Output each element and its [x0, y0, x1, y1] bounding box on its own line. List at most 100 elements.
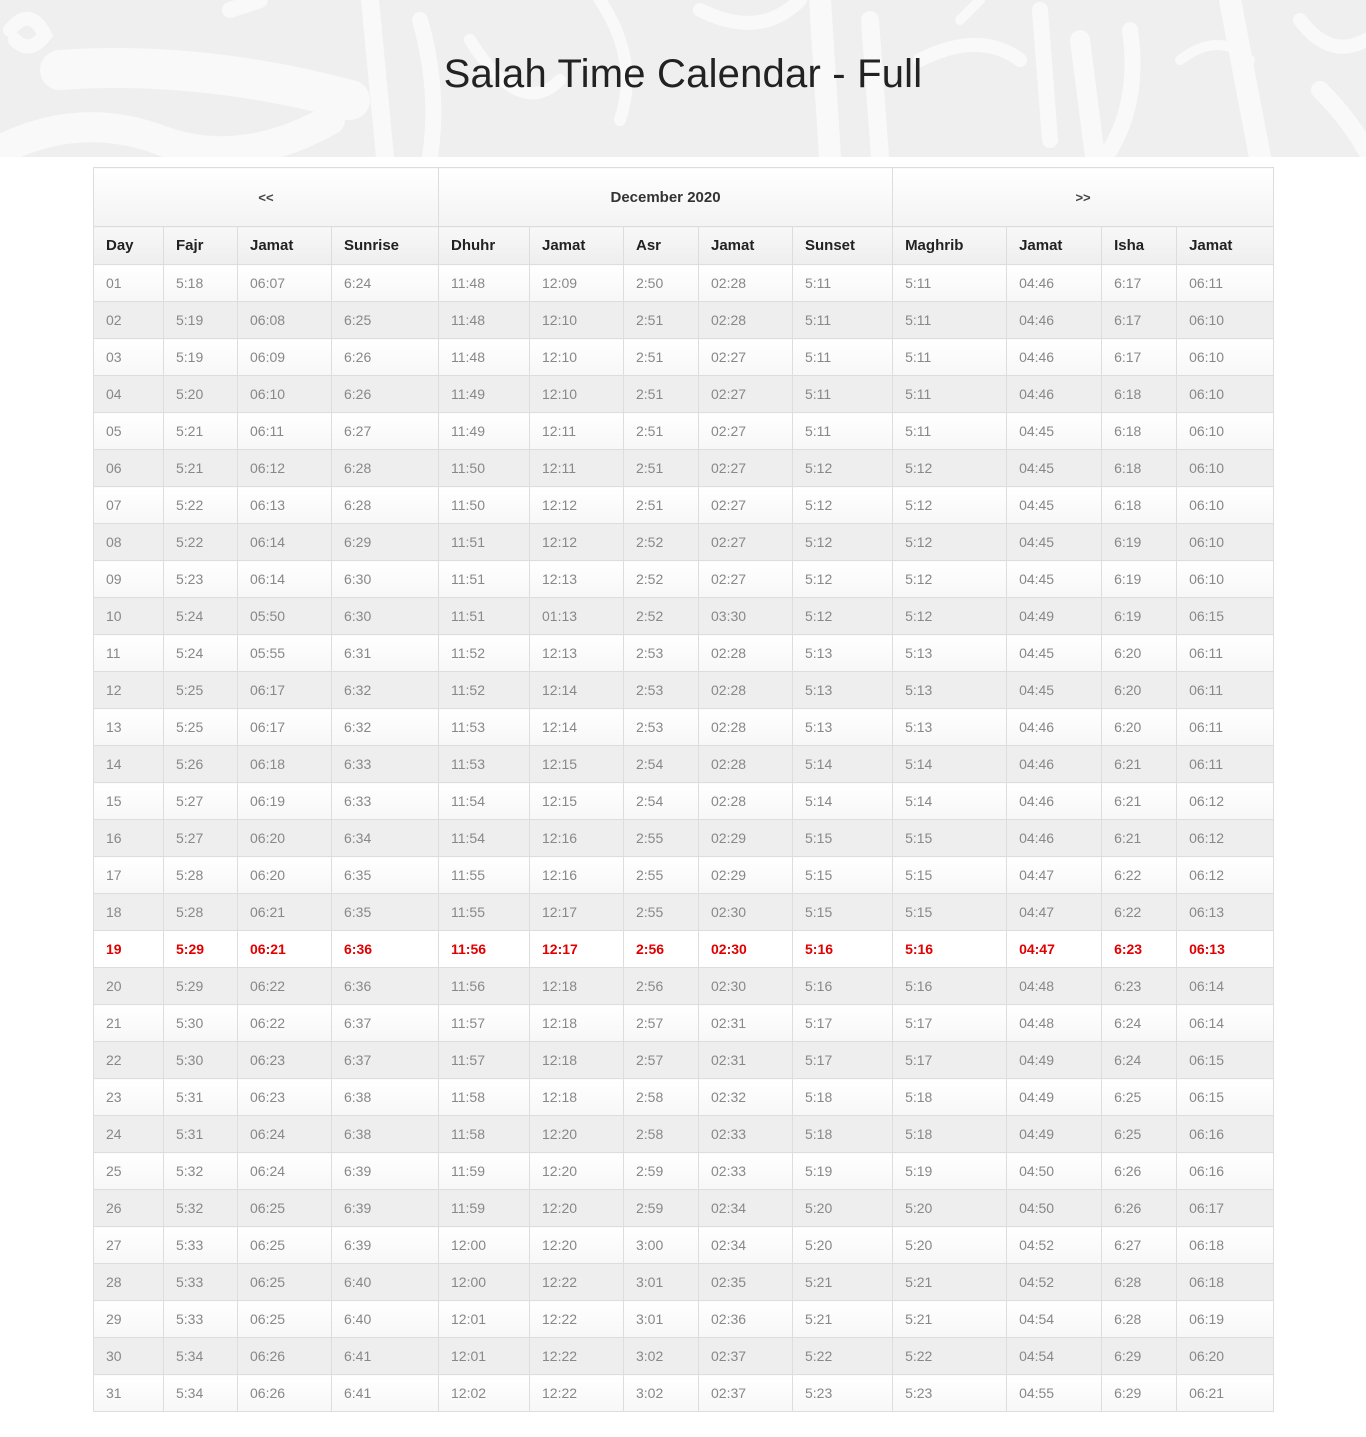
- cell-fajr: 5:19: [163, 301, 238, 339]
- cell-dhuhr-jamat: 12:12: [529, 523, 624, 561]
- cell-maghrib-jamat: 04:46: [1006, 301, 1103, 339]
- cell-maghrib-jamat: 04:55: [1006, 1374, 1103, 1412]
- cell-asr: 2:56: [623, 967, 699, 1005]
- cell-fajr-jamat: 06:23: [237, 1041, 332, 1079]
- cell-maghrib: 5:14: [892, 745, 1008, 783]
- cell-dhuhr: 12:01: [438, 1300, 530, 1338]
- cell-dhuhr-jamat: 12:18: [529, 1078, 624, 1116]
- cell-maghrib: 5:23: [892, 1374, 1008, 1412]
- cell-maghrib-jamat: 04:48: [1006, 967, 1103, 1005]
- cell-sunrise: 6:41: [331, 1337, 439, 1375]
- cell-dhuhr: 11:58: [438, 1078, 530, 1116]
- cell-isha: 6:17: [1101, 264, 1178, 302]
- cell-maghrib: 5:12: [892, 560, 1008, 598]
- cell-isha-jamat: 06:10: [1176, 523, 1275, 561]
- cell-asr-jamat: 02:32: [698, 1078, 793, 1116]
- cell-isha-jamat: 06:10: [1176, 338, 1275, 376]
- cell-maghrib-jamat: 04:45: [1006, 634, 1103, 672]
- cell-isha-jamat: 06:14: [1176, 967, 1275, 1005]
- column-header-isha: Isha: [1101, 226, 1178, 265]
- cell-asr-jamat: 02:34: [698, 1226, 793, 1264]
- cell-maghrib: 5:11: [892, 412, 1008, 450]
- cell-asr: 2:51: [623, 486, 699, 524]
- cell-sunrise: 6:24: [331, 264, 439, 302]
- cell-maghrib: 5:22: [892, 1337, 1008, 1375]
- cell-isha: 6:18: [1101, 486, 1178, 524]
- cell-maghrib: 5:11: [892, 375, 1008, 413]
- cell-fajr: 5:24: [163, 634, 238, 672]
- cell-dhuhr-jamat: 12:14: [529, 708, 624, 746]
- cell-asr-jamat: 02:37: [698, 1337, 793, 1375]
- cell-dhuhr-jamat: 12:12: [529, 486, 624, 524]
- cell-asr: 2:57: [623, 1041, 699, 1079]
- cell-maghrib: 5:20: [892, 1189, 1008, 1227]
- cell-dhuhr-jamat: 12:09: [529, 264, 624, 302]
- cell-asr-jamat: 02:36: [698, 1300, 793, 1338]
- next-month-button[interactable]: >>: [892, 167, 1275, 227]
- cell-maghrib: 5:21: [892, 1263, 1008, 1301]
- cell-asr-jamat: 02:29: [698, 856, 793, 894]
- cell-sunrise: 6:39: [331, 1152, 439, 1190]
- cell-fajr-jamat: 06:21: [237, 893, 332, 931]
- cell-fajr-jamat: 05:55: [237, 634, 332, 672]
- cell-day: 09: [93, 560, 164, 598]
- previous-month-button[interactable]: <<: [93, 167, 439, 227]
- cell-sunrise: 6:35: [331, 856, 439, 894]
- cell-sunrise: 6:30: [331, 597, 439, 635]
- cell-fajr-jamat: 06:12: [237, 449, 332, 487]
- cell-dhuhr: 11:49: [438, 375, 530, 413]
- cell-isha: 6:25: [1101, 1078, 1178, 1116]
- cell-dhuhr-jamat: 12:22: [529, 1300, 624, 1338]
- table-row: 09 5:23 06:14 6:30 11:51 12:13 2:52 02:27 5:12 5:…: [93, 560, 1275, 598]
- cell-asr: 2:53: [623, 634, 699, 672]
- cell-day: 16: [93, 819, 164, 857]
- cell-isha: 6:23: [1101, 930, 1178, 968]
- cell-sunrise: 6:37: [331, 1004, 439, 1042]
- cell-asr: 2:52: [623, 560, 699, 598]
- cell-isha-jamat: 06:12: [1176, 819, 1275, 857]
- cell-maghrib-jamat: 04:46: [1006, 264, 1103, 302]
- cell-isha-jamat: 06:17: [1176, 1189, 1275, 1227]
- cell-maghrib-jamat: 04:49: [1006, 597, 1103, 635]
- table-row: 05 5:21 06:11 6:27 11:49 12:11 2:51 02:27 5:11 5:…: [93, 412, 1275, 450]
- cell-sunrise: 6:40: [331, 1300, 439, 1338]
- cell-dhuhr-jamat: 12:10: [529, 338, 624, 376]
- cell-day: 30: [93, 1337, 164, 1375]
- cell-fajr-jamat: 06:14: [237, 523, 332, 561]
- cell-dhuhr: 11:51: [438, 560, 530, 598]
- cell-sunset: 5:17: [791, 1041, 894, 1079]
- cell-sunrise: 6:27: [331, 412, 439, 450]
- cell-asr-jamat: 02:27: [698, 523, 793, 561]
- cell-fajr-jamat: 06:19: [237, 782, 332, 820]
- cell-asr: 2:54: [623, 782, 699, 820]
- cell-isha: 6:29: [1101, 1374, 1178, 1412]
- cell-sunset: 5:12: [791, 560, 894, 598]
- cell-fajr: 5:34: [163, 1374, 238, 1412]
- cell-asr: 2:51: [623, 449, 699, 487]
- cell-fajr: 5:21: [163, 449, 238, 487]
- table-row: 15 5:27 06:19 6:33 11:54 12:15 2:54 02:28 5:14 5:…: [93, 782, 1275, 820]
- cell-isha-jamat: 06:21: [1176, 1374, 1275, 1412]
- cell-asr: 2:51: [623, 338, 699, 376]
- cell-isha-jamat: 06:11: [1176, 264, 1275, 302]
- cell-sunset: 5:11: [791, 338, 894, 376]
- table-row: 31 5:34 06:26 6:41 12:02 12:22 3:02 02:37 5:23 5:…: [93, 1374, 1275, 1412]
- cell-fajr: 5:25: [163, 708, 238, 746]
- cell-fajr-jamat: 06:26: [237, 1374, 332, 1412]
- cell-asr: 2:55: [623, 893, 699, 931]
- cell-fajr: 5:22: [163, 486, 238, 524]
- cell-sunrise: 6:26: [331, 338, 439, 376]
- cell-sunset: 5:15: [791, 856, 894, 894]
- cell-maghrib: 5:15: [892, 893, 1008, 931]
- cell-asr-jamat: 02:27: [698, 449, 793, 487]
- cell-day: 21: [93, 1004, 164, 1042]
- cell-asr: 3:02: [623, 1374, 699, 1412]
- cell-dhuhr: 11:55: [438, 856, 530, 894]
- cell-isha: 6:22: [1101, 893, 1178, 931]
- cell-day: 25: [93, 1152, 164, 1190]
- table-row: 20 5:29 06:22 6:36 11:56 12:18 2:56 02:30 5:16 5:…: [93, 967, 1275, 1005]
- cell-isha: 6:26: [1101, 1152, 1178, 1190]
- cell-isha-jamat: 06:15: [1176, 1041, 1275, 1079]
- salah-calendar: << December 2020 >> Day Fajr Jamat Sunrise D…: [93, 167, 1275, 1412]
- current-month-label: December 2020: [437, 167, 894, 227]
